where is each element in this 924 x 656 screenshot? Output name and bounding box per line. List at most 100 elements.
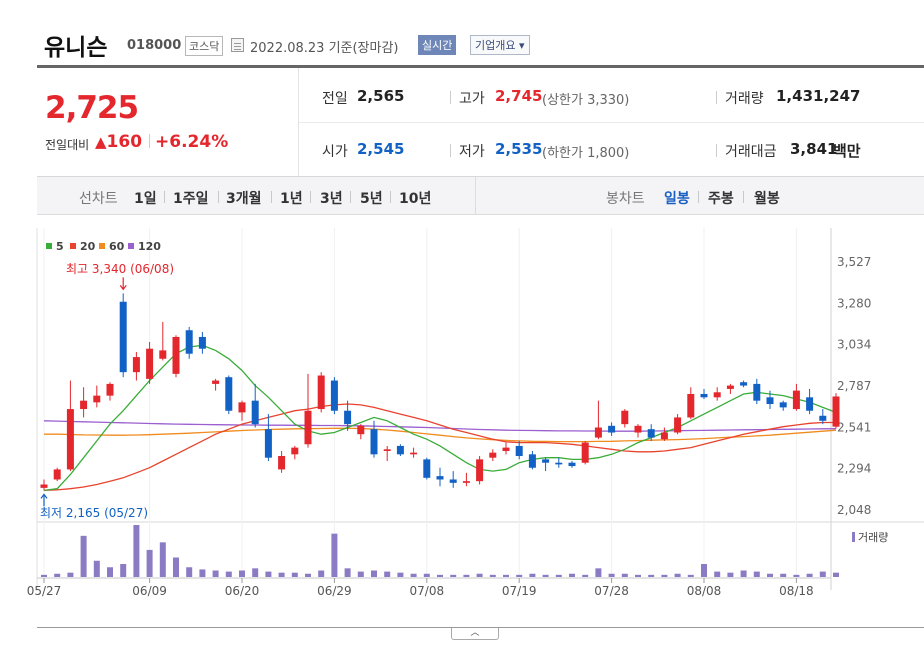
- tab-monthly[interactable]: 월봉: [754, 191, 780, 207]
- current-price: 2,725: [45, 90, 139, 126]
- tab-3year[interactable]: 3년: [320, 191, 343, 207]
- y-tick-label: 3,034: [837, 338, 871, 352]
- x-tick-label: 06/09: [132, 584, 167, 598]
- open-label: 시가: [322, 144, 348, 160]
- tab-daily[interactable]: 일봉: [664, 191, 690, 207]
- volume-bar: [423, 573, 430, 577]
- realtime-button[interactable]: 실시간: [418, 35, 457, 55]
- stock-name: 유니슨: [44, 35, 108, 61]
- volume-bar: [371, 570, 377, 577]
- volume-bar: [80, 535, 87, 577]
- tab-weekly[interactable]: 주봉: [708, 191, 734, 207]
- legend-swatch: [70, 243, 76, 249]
- volume-bar: [582, 574, 589, 577]
- volume-bar: [569, 573, 575, 577]
- volume-bar: [529, 573, 536, 577]
- x-tick-label: 06/20: [225, 584, 260, 598]
- x-tick-label: 08/08: [687, 584, 722, 598]
- volume-label: 거래량: [725, 91, 764, 107]
- volume-bar: [159, 542, 166, 577]
- volume-bar: [252, 568, 259, 577]
- tab-1day[interactable]: 1일: [134, 191, 157, 207]
- change-amount: ▲160: [95, 132, 142, 152]
- chart-tab-bar: [37, 177, 924, 215]
- candle-body: [132, 357, 140, 373]
- candle-body: [462, 481, 470, 483]
- candle-body: [621, 410, 629, 425]
- volume-bar: [278, 572, 285, 577]
- volume-bar: [225, 571, 232, 577]
- volume-bar: [780, 573, 787, 577]
- collapse-button[interactable]: ︿: [451, 628, 499, 640]
- candle-body: [251, 400, 259, 425]
- change-amount-value: 160: [106, 132, 143, 152]
- tab-1year[interactable]: 1년: [280, 191, 303, 207]
- volume-bar: [687, 574, 694, 577]
- low-label: 저가: [459, 144, 485, 160]
- volume-bar: [120, 564, 127, 577]
- volume-bar: [489, 574, 496, 577]
- candle-body: [238, 402, 246, 413]
- candle-body: [700, 393, 708, 398]
- tab-5year[interactable]: 5년: [360, 191, 383, 207]
- legend-label: 120: [138, 240, 161, 253]
- volume-bar: [608, 573, 615, 577]
- volume-bar: [133, 525, 140, 577]
- volume-bar: [265, 571, 272, 577]
- legend-label: 60: [109, 240, 125, 253]
- volume-bar: [463, 574, 470, 577]
- y-tick-label: 3,280: [837, 296, 871, 310]
- candle-body: [410, 452, 418, 455]
- volume-value: 1,431,247: [776, 87, 861, 105]
- high-annotation: 최고 3,340 (06/08): [66, 262, 174, 276]
- candle-body: [608, 425, 616, 433]
- legend-swatch: [99, 243, 105, 249]
- volume-legend-swatch: [852, 532, 855, 542]
- ma120-line: [43, 420, 837, 432]
- volume-bar: [806, 573, 813, 577]
- line-chart-label: 선차트: [79, 191, 118, 207]
- ma20-line: [43, 403, 836, 492]
- x-tick-label: 07/08: [410, 584, 445, 598]
- volume-bar: [621, 573, 628, 577]
- candle-body: [594, 427, 602, 438]
- volume-bar: [291, 572, 298, 577]
- tab-separator: [698, 191, 699, 203]
- company-overview-dropdown[interactable]: 기업개요 ▾: [470, 35, 530, 55]
- candle-body: [568, 462, 576, 467]
- tab-separator: [310, 191, 311, 203]
- candle-body: [172, 336, 180, 374]
- candle-body: [357, 425, 365, 435]
- candle-body: [53, 469, 61, 480]
- tab-bar-divider: [475, 177, 476, 215]
- tab-separator: [218, 191, 219, 203]
- legend-swatch: [128, 243, 134, 249]
- x-tick-label: 08/18: [779, 584, 814, 598]
- change-label: 전일대비: [45, 138, 90, 152]
- y-tick-label: 2,787: [837, 379, 871, 393]
- tab-separator: [350, 191, 351, 203]
- volume-bar: [542, 574, 549, 577]
- tab-3month[interactable]: 3개월: [226, 191, 262, 207]
- trade-amount-unit: 백만: [833, 142, 861, 160]
- candle-body: [93, 395, 101, 403]
- volume-bar: [648, 574, 655, 577]
- open-value: 2,545: [357, 140, 405, 158]
- volume-bar: [753, 571, 760, 577]
- tab-separator: [743, 191, 744, 203]
- change-percent: +6.24%: [155, 132, 229, 152]
- volume-bar: [305, 573, 311, 577]
- upper-limit: (상한가 3,330): [542, 93, 630, 108]
- legend-label: 5: [56, 240, 64, 253]
- stock-code: 018000: [127, 38, 182, 53]
- tab-10year[interactable]: 10년: [399, 191, 432, 207]
- candle-body: [370, 429, 378, 455]
- volume-bar: [674, 573, 681, 577]
- candle-body: [106, 383, 114, 396]
- tab-separator: [390, 191, 391, 203]
- trade-amount-value: 3,841: [790, 140, 838, 158]
- candle-body: [647, 429, 655, 438]
- volume-bar: [701, 564, 707, 577]
- tab-1week[interactable]: 1주일: [173, 191, 209, 207]
